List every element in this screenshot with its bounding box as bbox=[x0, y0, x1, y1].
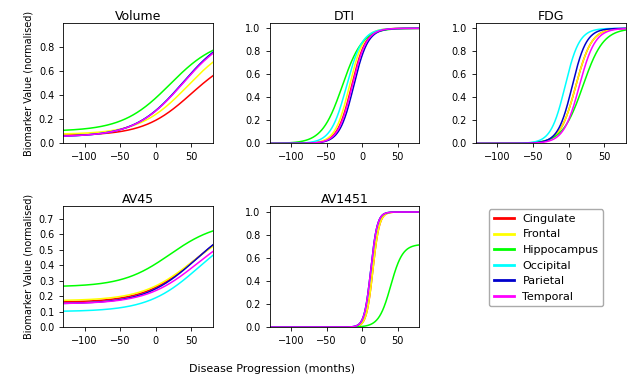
Title: AV45: AV45 bbox=[122, 193, 154, 206]
Text: Disease Progression (months): Disease Progression (months) bbox=[189, 364, 355, 374]
Title: DTI: DTI bbox=[334, 9, 355, 23]
Title: FDG: FDG bbox=[538, 9, 564, 23]
Y-axis label: Biomarker Value (normalised): Biomarker Value (normalised) bbox=[23, 11, 33, 156]
Title: AV1451: AV1451 bbox=[320, 193, 368, 206]
Title: Volume: Volume bbox=[115, 9, 161, 23]
Y-axis label: Biomarker Value (normalised): Biomarker Value (normalised) bbox=[23, 194, 33, 339]
Legend: Cingulate, Frontal, Hippocampus, Occipital, Parietal, Temporal: Cingulate, Frontal, Hippocampus, Occipit… bbox=[489, 209, 603, 306]
